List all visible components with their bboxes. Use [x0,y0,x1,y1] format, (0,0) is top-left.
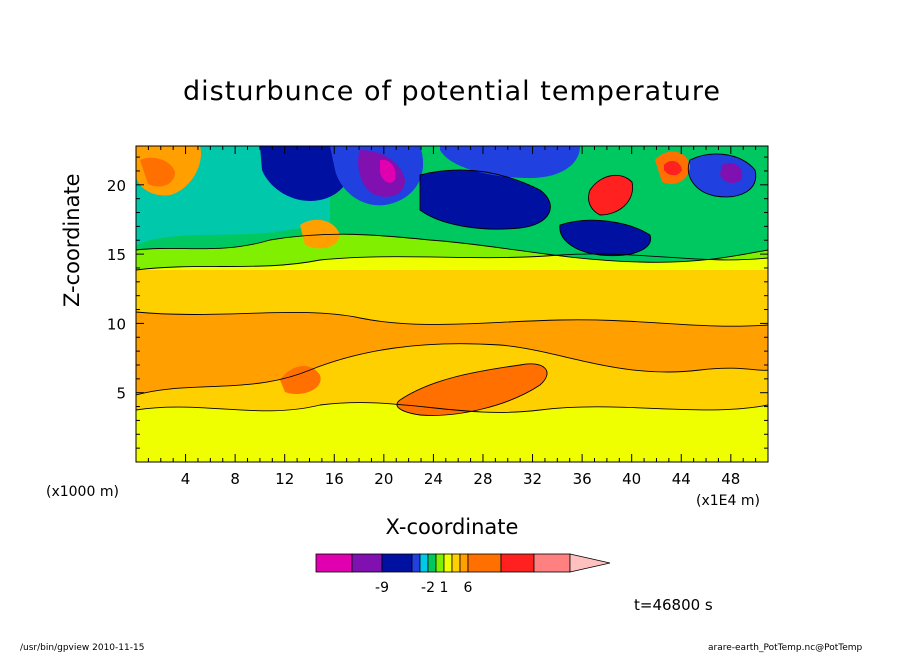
footer-right-text: arare-earth_PotTemp.nc@PotTemp [708,643,863,653]
field-warm-core-left [140,157,175,187]
x-tick-label: 4 [181,470,191,488]
field-cold-cell-6 [559,220,651,256]
field-cold-core [380,159,396,183]
field-cold-cell-8 [720,163,743,184]
contour-line-5 [136,233,768,263]
x-tick-label: 44 [672,470,691,488]
colorbar-swatch [411,553,421,573]
x-tick-label: 36 [573,470,592,488]
time-annotation: t=46800 s [634,596,713,614]
colorbar-swatch [533,553,571,573]
colorbar: -9 -2 1 6 [315,553,611,596]
contour-line-3 [136,311,768,327]
y-tick-label: 5 [116,385,126,403]
y-tick-label: 10 [107,315,126,333]
x-tick-label: 12 [275,470,294,488]
colorbar-swatch [315,553,353,573]
contour-line-4 [136,253,768,271]
colorbar-swatch [459,553,469,573]
plot-frame [135,145,769,463]
x-tick-label: 28 [473,470,492,488]
x-tick-label: 20 [374,470,393,488]
chart-title: disturbunce of potential temperature [183,76,721,107]
x-axis-unit-left: (x1000 m) [46,484,119,500]
colorbar-swatch [435,553,445,573]
x-tick-label: 40 [622,470,641,488]
field-cold-cell-5 [440,146,580,178]
field-core-darkorange-2 [280,365,321,395]
contour-line-9 [688,153,757,198]
y-axis-label: Z-coordinate [60,173,84,307]
axis-ticks [136,146,768,462]
field-warm-blob-mid [300,219,340,249]
colorbar-swatch [419,553,429,573]
x-tick-label: 48 [721,470,740,488]
colorbar-swatch [381,553,413,573]
field-warm-core-right [664,160,682,176]
colorbar-extend-arrow [569,553,611,573]
contour-line-1 [136,402,768,413]
x-tick-label: 32 [523,470,542,488]
y-tick-label: 15 [107,246,126,264]
y-tick-label: 20 [107,177,126,195]
footer-left-text: /usr/bin/gpview 2010-11-15 [20,643,145,653]
x-tick-label: 16 [325,470,344,488]
colorbar-tick-label: 1 [440,580,449,596]
x-axis-unit-right: (x1E4 m) [696,493,760,509]
colorbar-tick-label: -9 [375,580,389,596]
contour-line-8 [559,219,652,257]
x-tick-label: 24 [424,470,443,488]
colorbar-tick-label: 6 [464,580,473,596]
contour-line-6 [396,363,548,416]
field-core-darkorange [396,363,548,416]
colorbar-swatch [443,553,453,573]
field-cold-cell-1 [260,146,354,201]
heatmap-field [136,146,768,462]
contour-line-7 [419,169,551,230]
x-axis-label: X-coordinate [385,515,519,539]
field-warm-cell-right [588,175,633,215]
field-cold-cell-4 [420,170,551,230]
colorbar-tick-label: -2 [421,580,435,596]
colorbar-swatch [451,553,461,573]
colorbar-swatch [500,553,535,573]
contour-line-10 [588,174,634,216]
contour-line-2 [136,343,768,396]
colorbar-swatch [427,553,437,573]
colorbar-swatch [351,553,383,573]
colorbar-swatch [467,553,502,573]
x-tick-label: 8 [230,470,240,488]
